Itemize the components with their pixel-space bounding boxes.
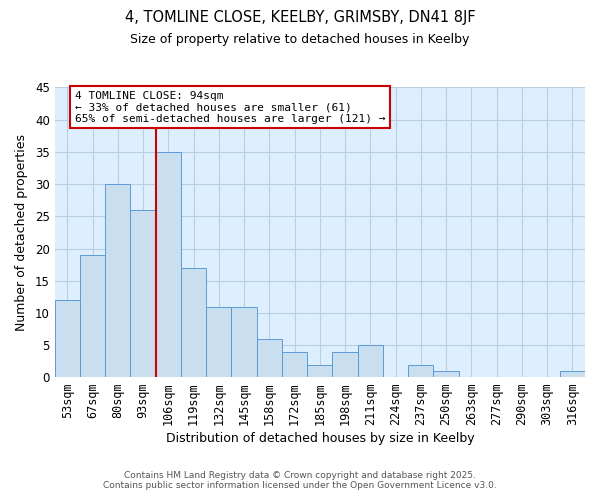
Bar <box>55 300 80 378</box>
X-axis label: Distribution of detached houses by size in Keelby: Distribution of detached houses by size … <box>166 432 474 445</box>
Text: 4 TOMLINE CLOSE: 94sqm
← 33% of detached houses are smaller (61)
65% of semi-det: 4 TOMLINE CLOSE: 94sqm ← 33% of detached… <box>75 90 385 124</box>
Text: 4, TOMLINE CLOSE, KEELBY, GRIMSBY, DN41 8JF: 4, TOMLINE CLOSE, KEELBY, GRIMSBY, DN41 … <box>125 10 475 25</box>
Text: Contains HM Land Registry data © Crown copyright and database right 2025.
Contai: Contains HM Land Registry data © Crown c… <box>103 470 497 490</box>
Bar <box>560 371 585 378</box>
Bar <box>408 364 433 378</box>
Bar <box>332 352 358 378</box>
Bar <box>105 184 130 378</box>
Bar <box>257 339 282 378</box>
Bar <box>282 352 307 378</box>
Text: Size of property relative to detached houses in Keelby: Size of property relative to detached ho… <box>130 32 470 46</box>
Bar <box>206 306 232 378</box>
Bar <box>130 210 155 378</box>
Bar <box>358 345 383 378</box>
Y-axis label: Number of detached properties: Number of detached properties <box>15 134 28 331</box>
Bar <box>307 364 332 378</box>
Bar <box>433 371 459 378</box>
Bar <box>181 268 206 378</box>
Bar <box>232 306 257 378</box>
Bar <box>80 255 105 378</box>
Bar <box>155 152 181 378</box>
